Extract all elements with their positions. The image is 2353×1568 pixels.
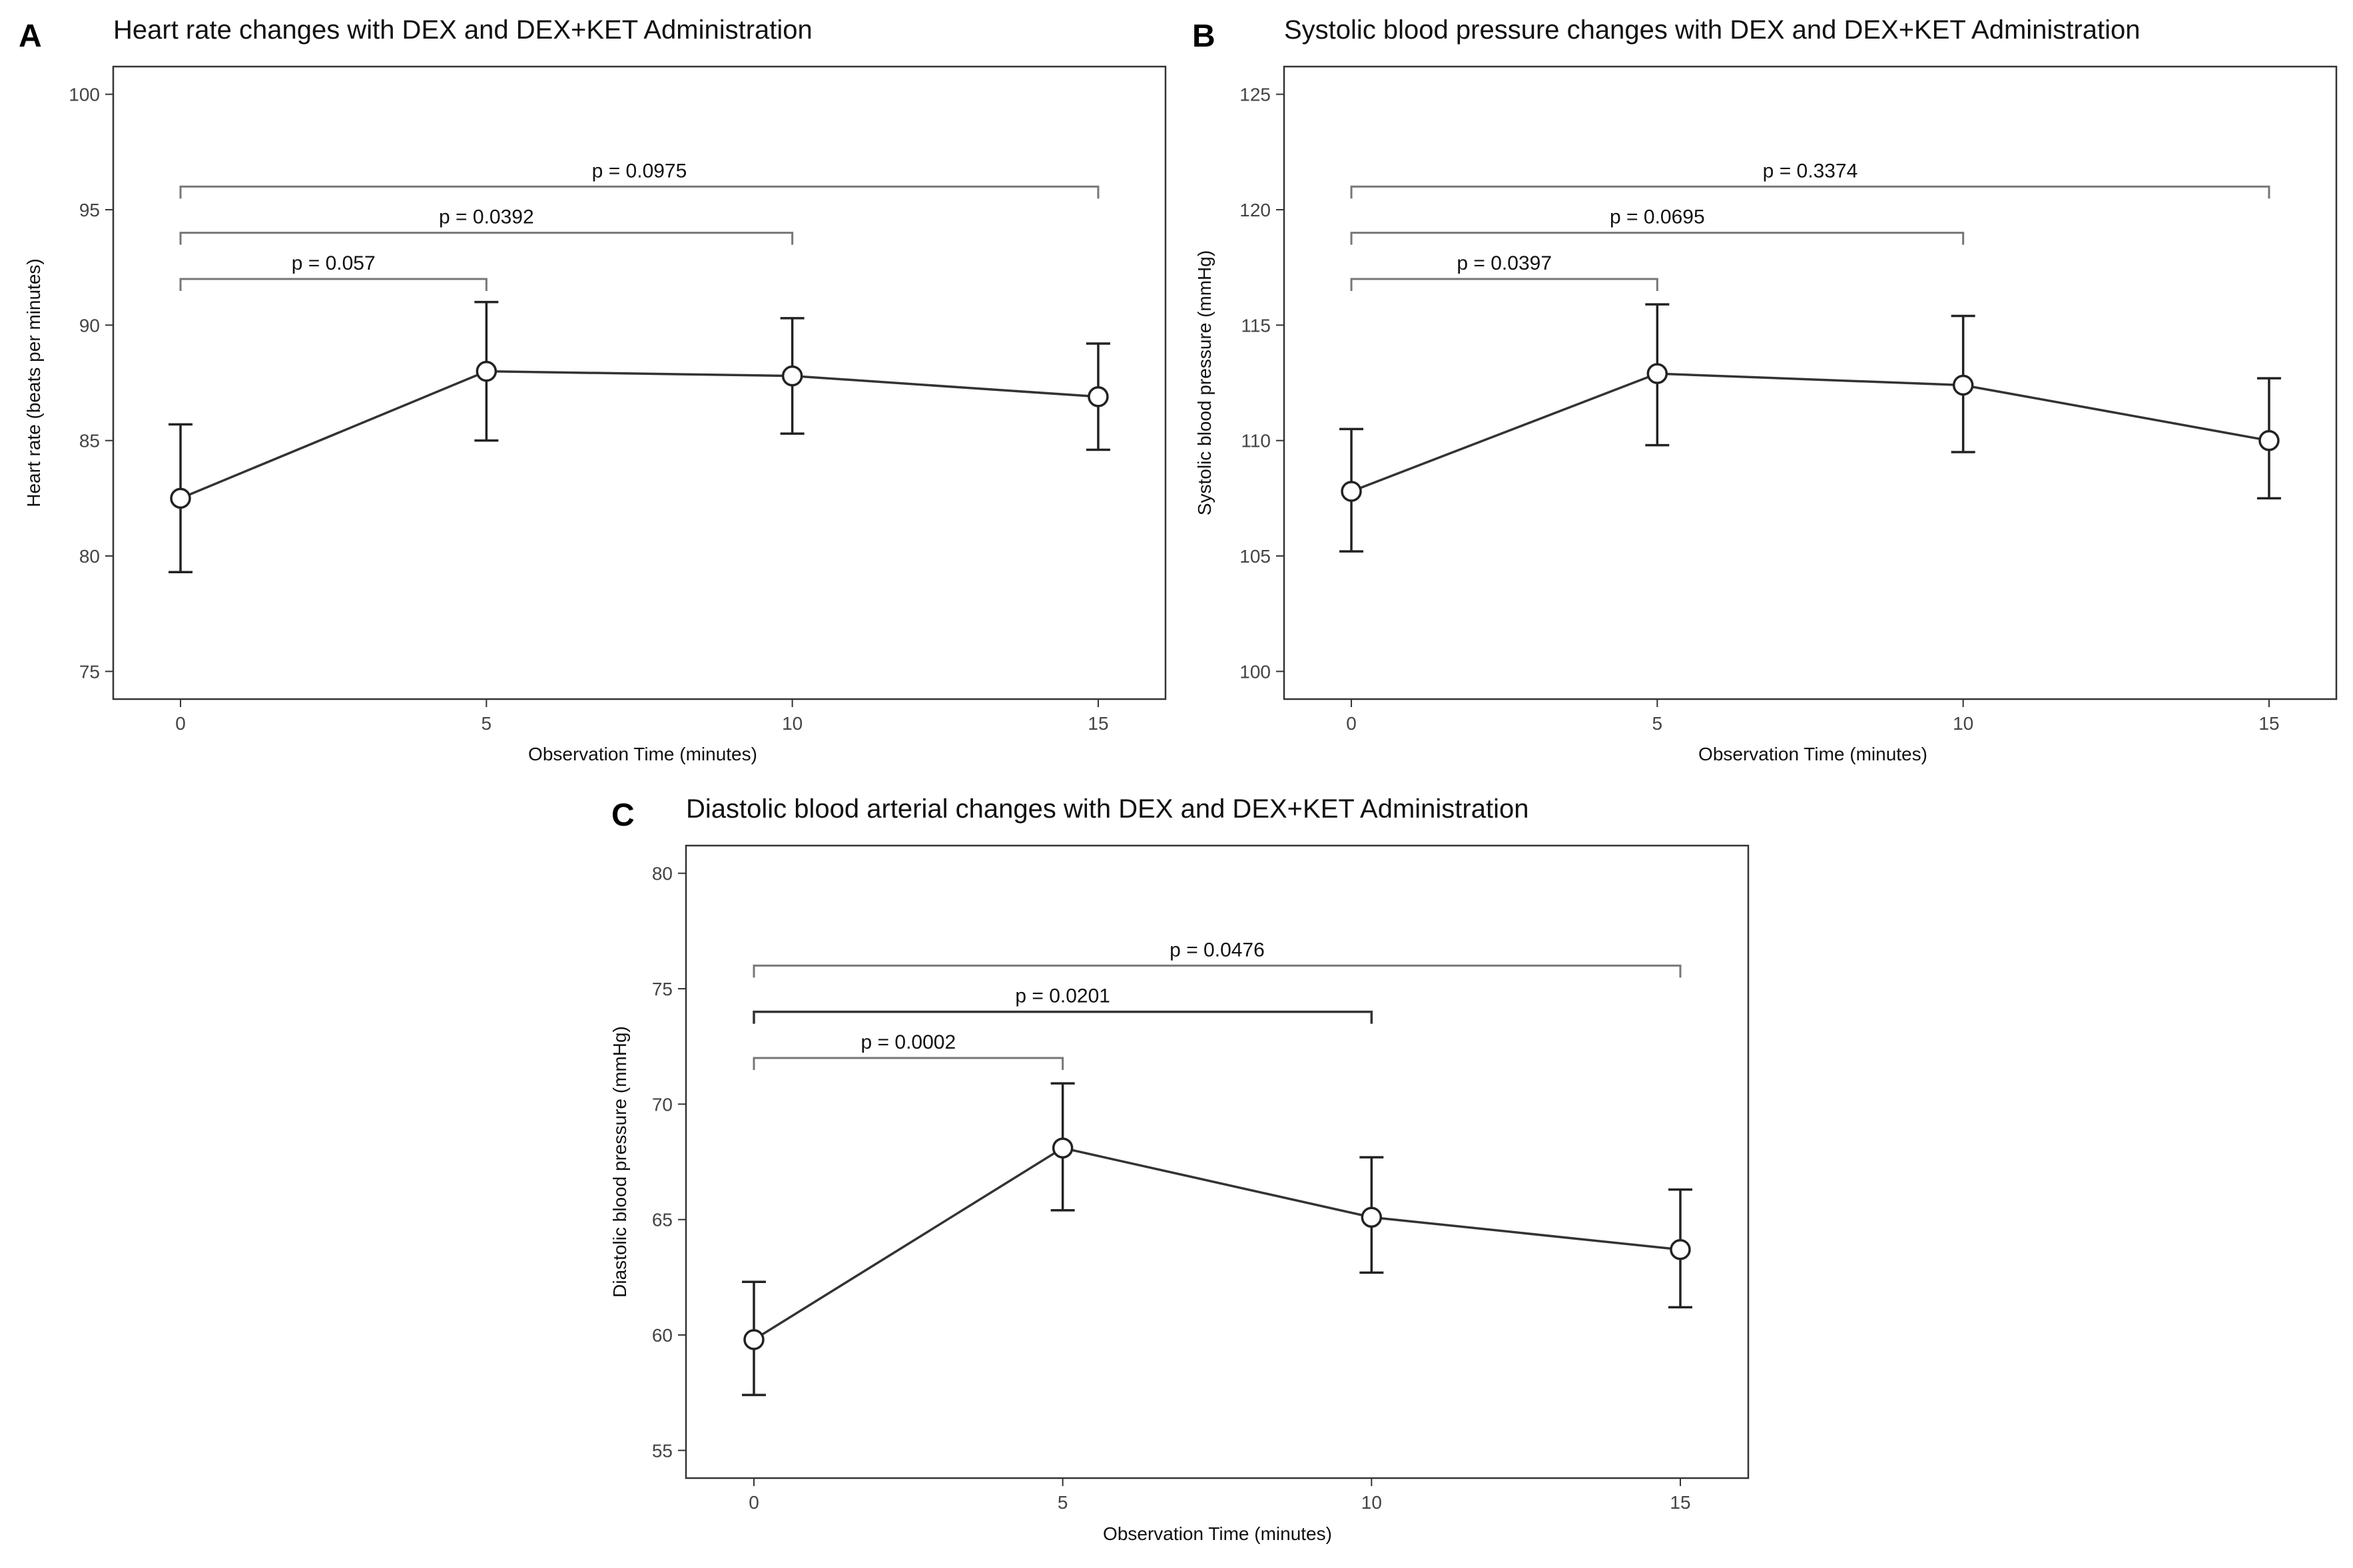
panel-b-data-point <box>1341 481 1362 502</box>
panel-b-data-point <box>2258 429 2280 451</box>
panel-b-bracket-1 <box>1350 278 1658 291</box>
panel-c-title: Diastolic blood arterial changes with DE… <box>686 794 1528 824</box>
panel-a-ytick-label: 90 <box>79 315 100 336</box>
panel-c-xtick-label: 0 <box>749 1492 759 1513</box>
panel-b-frame <box>1283 65 2338 700</box>
panel-c-ytick-label: 65 <box>652 1210 673 1230</box>
panel-c-data-point <box>1052 1137 1074 1159</box>
panel-c-ylabel: Diastolic blood pressure (mmHg) <box>609 1026 630 1298</box>
panel-b-xtick-label: 0 <box>1346 713 1357 734</box>
panel-c-label: C <box>611 798 635 833</box>
panel-b-bracket-3 <box>1350 185 2270 199</box>
panel-c: C Diastolic blood arterial changes with … <box>609 794 1750 1544</box>
panel-b-pvalue-label: p = 0.0695 <box>1610 206 1705 228</box>
panel-b-xtick-label: 10 <box>1953 713 1973 734</box>
panel-b-data-point <box>1646 363 1668 384</box>
panel-c-pvalue-label: p = 0.0002 <box>861 1031 956 1053</box>
panel-c-xtick-label: 10 <box>1361 1492 1382 1513</box>
panel-b-label: B <box>1192 19 1215 54</box>
panel-c-xtick-label: 15 <box>1670 1492 1690 1513</box>
panel-c-xtick-label: 5 <box>1058 1492 1068 1513</box>
panel-a-xtick-label: 15 <box>1088 713 1108 734</box>
panel-c-ytick-label: 55 <box>652 1440 673 1461</box>
panel-b-ytick-label: 110 <box>1241 431 1271 451</box>
panel-b-xtick-label: 15 <box>2258 713 2279 734</box>
panel-a-title: Heart rate changes with DEX and DEX+KET … <box>113 15 813 45</box>
panel-b-xtick-label: 5 <box>1652 713 1663 734</box>
panel-b-data-point <box>1952 374 1974 396</box>
panel-c-data-point <box>1361 1206 1383 1228</box>
panel-a-bracket-1 <box>179 278 488 291</box>
panel-b-ytick-label: 100 <box>1239 661 1271 682</box>
panel-c-bracket-2 <box>753 1010 1373 1024</box>
panel-c-ytick-label: 60 <box>652 1325 673 1346</box>
panel-b-title: Systolic blood pressure changes with DEX… <box>1284 15 2140 45</box>
panel-b-ytick-label: 115 <box>1241 315 1271 336</box>
panel-c-pvalue-label: p = 0.0201 <box>1015 985 1110 1007</box>
panel-c-bracket-3 <box>753 964 1682 978</box>
panel-c-data-point <box>743 1329 765 1350</box>
panel-a-xtick-label: 5 <box>482 713 492 734</box>
panel-a: A Heart rate changes with DEX and DEX+KE… <box>19 15 1167 764</box>
panel-c-bracket-1 <box>753 1057 1064 1070</box>
panel-b-series-line <box>1351 372 2270 493</box>
panel-b-ylabel: Systolic blood pressure (mmHg) <box>1194 250 1215 515</box>
panel-a-ytick-label: 80 <box>79 546 100 567</box>
panel-a-ylabel: Heart rate (beats per minutes) <box>23 258 44 507</box>
panel-a-xtick-label: 10 <box>782 713 803 734</box>
panel-a-data-point <box>781 365 803 387</box>
panel-c-series-line <box>753 1147 1681 1341</box>
panel-a-pvalue-label: p = 0.0975 <box>592 160 687 182</box>
panel-b-pvalue-label: p = 0.0397 <box>1457 252 1552 274</box>
panel-b-ytick-label: 125 <box>1239 85 1271 105</box>
panel-b-plot: 100 105 110 115 120 125 0 5 10 15 p = 0.0397 p = 0.… <box>1239 65 2338 734</box>
panel-b-ytick-label: 120 <box>1239 200 1271 220</box>
panel-b-xlabel: Observation Time (minutes) <box>1698 744 1927 764</box>
panel-a-data-point <box>476 360 498 382</box>
panel-a-pvalue-label: p = 0.0392 <box>439 206 534 228</box>
panel-a-label: A <box>19 19 42 54</box>
panel-c-ytick-label: 80 <box>652 864 673 884</box>
panel-a-pvalue-label: p = 0.057 <box>292 252 376 274</box>
panel-a-bracket-3 <box>179 185 1100 199</box>
panel-a-frame <box>112 65 1167 700</box>
panel-a-ytick-label: 95 <box>79 200 100 220</box>
panel-c-ytick-label: 70 <box>652 1094 673 1115</box>
panel-c-xlabel: Observation Time (minutes) <box>1103 1523 1332 1544</box>
panel-c-data-point <box>1670 1239 1691 1260</box>
panel-c-frame <box>685 844 1750 1479</box>
panel-a-xlabel: Observation Time (minutes) <box>528 744 757 764</box>
panel-a-ytick-label: 85 <box>79 431 100 451</box>
panel-a-data-point <box>1088 386 1109 407</box>
panel-b-bracket-2 <box>1350 232 1965 245</box>
panel-b: B Systolic blood pressure changes with D… <box>1192 15 2338 764</box>
panel-a-ytick-label: 100 <box>69 85 100 105</box>
panel-c-ytick-label: 75 <box>652 979 673 999</box>
panel-a-data-point <box>170 487 191 509</box>
panel-b-ytick-label: 105 <box>1239 546 1271 567</box>
panel-a-bracket-2 <box>179 232 794 245</box>
panel-a-plot: 75 80 85 90 95 100 0 5 10 15 p = 0.057 p = 0.0392 p … <box>69 65 1167 734</box>
panel-a-ytick-label: 75 <box>79 661 100 682</box>
panel-c-pvalue-label: p = 0.0476 <box>1170 939 1265 961</box>
panel-b-pvalue-label: p = 0.3374 <box>1763 160 1858 182</box>
panel-a-xtick-label: 0 <box>175 713 186 734</box>
panel-c-plot: 55 60 65 70 75 80 0 5 10 15 p = 0.0002 p = 0.0201 p … <box>652 844 1750 1513</box>
panel-a-series-line <box>180 370 1099 499</box>
